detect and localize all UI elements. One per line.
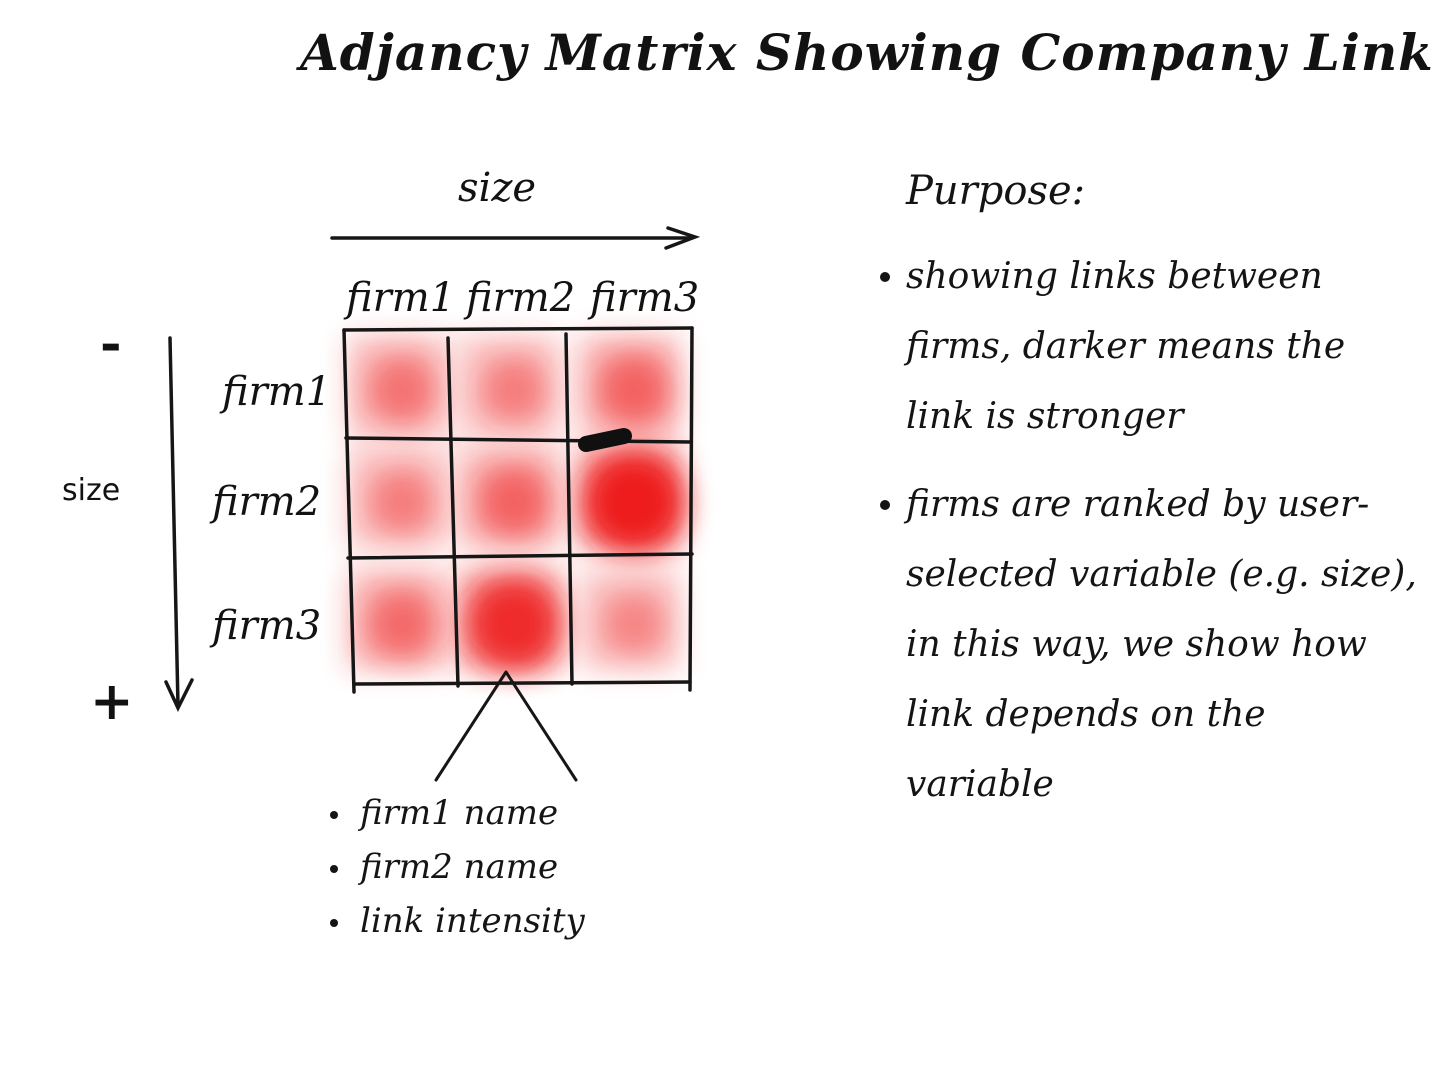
tooltip-field-list: firm1 name firm2 name link intensity bbox=[330, 786, 585, 948]
tooltip-field-item: firm1 name bbox=[330, 786, 585, 840]
matrix-cell-firm1-firm3[interactable] bbox=[580, 336, 680, 436]
page-title: Adjancy Matrix Showing Company Link bbox=[300, 23, 1434, 82]
row-label-firm1: firm1 bbox=[222, 369, 332, 415]
matrix-cell-firm2-firm1[interactable] bbox=[348, 448, 448, 548]
purpose-heading: Purpose: bbox=[906, 168, 1086, 214]
tooltip-pointer bbox=[434, 670, 578, 782]
tooltip-field-item: firm2 name bbox=[330, 840, 585, 894]
tooltip-field-label: firm1 name bbox=[360, 793, 559, 833]
matrix-cell-firm3-firm1[interactable] bbox=[348, 570, 448, 670]
bullet-icon bbox=[880, 272, 890, 282]
column-label-firm2: firm2 bbox=[466, 275, 576, 321]
pen-mark bbox=[578, 428, 632, 452]
matrix-cell-firm3-firm3[interactable] bbox=[580, 570, 680, 670]
matrix-cell-firm2-firm3[interactable] bbox=[580, 448, 684, 552]
tooltip-field-label: link intensity bbox=[360, 901, 585, 941]
purpose-point: firms are ranked by user-selected variab… bbox=[880, 470, 1420, 820]
matrix-cells bbox=[348, 336, 684, 671]
purpose-point: showing links between firms, darker mean… bbox=[880, 242, 1420, 452]
matrix-cell-firm3-firm2[interactable] bbox=[460, 570, 561, 671]
axis-end-label: + bbox=[90, 671, 134, 732]
row-label-firm3: firm3 bbox=[212, 603, 322, 649]
matrix-cell-firm1-firm1[interactable] bbox=[348, 336, 448, 436]
matrix-cell-firm1-firm2[interactable] bbox=[460, 336, 560, 436]
tooltip-field-item: link intensity bbox=[330, 894, 585, 948]
purpose-point-text: showing links between firms, darker mean… bbox=[906, 256, 1346, 437]
matrix-cell-firm2-firm2[interactable] bbox=[460, 448, 560, 548]
purpose-section: Purpose: showing links between firms, da… bbox=[880, 168, 1420, 838]
bullet-icon bbox=[330, 865, 338, 873]
left-axis-label: size bbox=[62, 473, 121, 508]
bullet-icon bbox=[880, 500, 890, 510]
matrix-grid bbox=[342, 326, 694, 694]
axis-start-label: - bbox=[100, 313, 122, 374]
bullet-icon bbox=[330, 919, 338, 927]
column-label-firm1: firm1 bbox=[346, 275, 456, 321]
top-axis-arrow bbox=[330, 226, 701, 250]
purpose-point-text: firms are ranked by user-selected variab… bbox=[906, 484, 1417, 805]
tooltip-field-label: firm2 name bbox=[360, 847, 559, 887]
bullet-icon bbox=[330, 811, 338, 819]
top-axis-label: size bbox=[458, 165, 537, 211]
column-label-firm3: firm3 bbox=[590, 275, 700, 321]
left-axis-arrow bbox=[164, 336, 194, 713]
row-label-firm2: firm2 bbox=[212, 479, 322, 525]
